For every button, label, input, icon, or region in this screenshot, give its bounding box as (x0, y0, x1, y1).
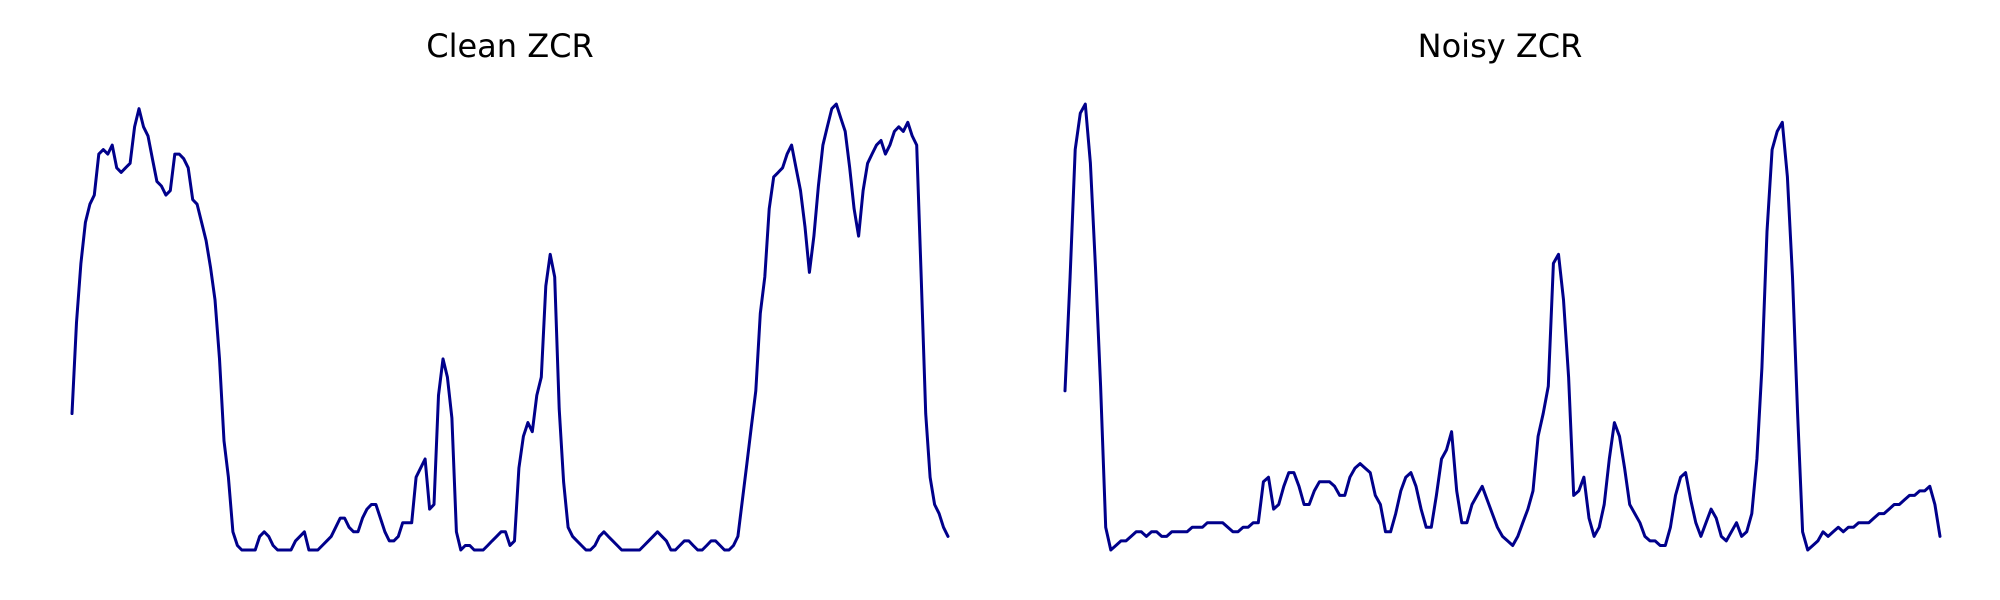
noisy-zcr-title: Noisy ZCR (1418, 27, 1583, 65)
noisy-zcr-panel: Noisy ZCR (1063, 27, 1942, 552)
noisy-zcr-series (1063, 102, 1942, 552)
clean-zcr-series (70, 102, 950, 552)
clean-zcr-panel: Clean ZCR (70, 27, 950, 552)
clean-zcr-series-line (70, 102, 950, 552)
noisy-zcr-series-line (1063, 102, 1942, 552)
clean-zcr-title: Clean ZCR (426, 27, 593, 65)
